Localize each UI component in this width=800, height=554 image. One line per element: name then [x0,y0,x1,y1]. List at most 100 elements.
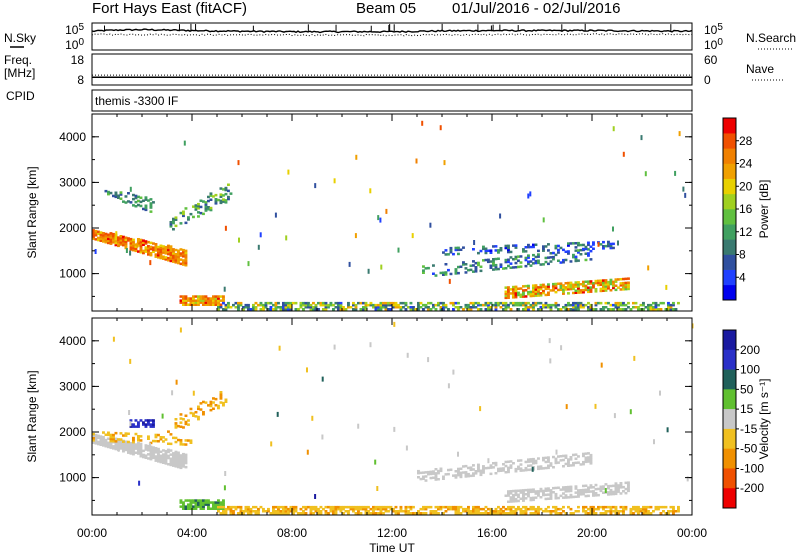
power-cell [507,258,510,261]
velocity-cell [197,501,200,504]
velocity-cell [149,453,153,457]
power-cell [549,308,553,311]
power-cell [179,299,183,302]
velocity-cell [177,459,180,463]
velocity-cell [112,433,115,437]
velocity-cell [262,507,265,511]
power-cell [529,303,533,307]
power-cell [532,243,535,247]
power-cell [204,203,208,206]
power-cell [99,231,103,234]
power-cell [627,285,630,289]
velocity-cell [629,510,633,513]
power-cell [482,259,485,262]
power-cell [447,268,450,272]
power-cell [317,301,320,305]
freq-right-tick-bottom: 0 [704,73,711,87]
power-cell [154,255,158,258]
power-cell [544,256,548,260]
velocity-cell [117,440,120,443]
velocity-cell [332,512,335,515]
velocity-cell [379,510,383,513]
power-cell [347,303,350,307]
power-cell [94,231,98,235]
power-cell [577,243,580,247]
cpid-panel-frame [91,89,693,112]
velocity-cell [549,493,553,496]
power-cell [124,242,128,246]
velocity-cell [212,503,215,506]
power-cell [602,240,605,244]
velocity-cell [114,431,118,435]
velocity-cell [342,512,345,515]
power-cell [269,308,273,311]
velocity-cell [559,494,563,498]
power-cell [504,244,508,248]
velocity-cell [147,437,150,440]
power-cell [629,308,633,311]
velocity-cell [577,510,580,513]
power-cell [473,240,476,245]
power-cell [494,268,498,271]
velocity-cell [324,512,328,515]
power-cell [322,301,325,305]
power-cell [177,251,180,255]
velocity-cell [164,462,168,465]
power-cell [112,241,115,244]
power-cell [387,303,390,307]
power-cell [199,211,203,215]
power-cbar-tick-label: 28 [739,134,753,148]
power-cell [139,249,143,252]
velocity-cell [562,486,565,489]
velocity-cell [529,464,533,467]
velocity-cell [527,464,530,467]
power-cell [537,308,540,311]
velocity-cell [179,454,183,457]
velocity-cell [454,507,458,511]
power-cell [524,303,528,307]
velocity-cell [157,447,160,451]
velocity-cell [429,505,433,509]
power-cell [207,303,210,306]
velocity-cell [564,462,568,466]
velocity-cell [169,442,173,446]
noise-panel-frame [91,22,693,51]
power-cell [529,294,533,298]
power-cell [399,301,403,305]
power-cell [152,246,155,249]
power-cell [409,301,413,305]
velocity-cell [139,442,143,446]
velocity-cell [527,460,530,463]
power-cell [269,306,273,309]
velocity-cell [332,507,335,511]
power-cell [379,306,383,309]
power-cell [602,308,605,311]
velocity-cell [622,490,625,493]
power-cbar-label: Power [dB] [757,180,771,239]
power-colorbar-swatch [723,178,736,195]
velocity-cell [492,466,495,469]
power-cell [547,293,550,296]
power-cell [624,303,628,307]
velocity-cell [139,455,143,458]
power-cell [504,292,508,295]
velocity-cell [287,512,290,515]
power-cell [552,303,555,307]
velocity-cell [172,454,175,457]
velocity-cell [492,462,495,465]
power-cell [104,238,108,242]
velocity-cell [282,505,285,509]
velocity-cell [369,512,373,515]
velocity-cell [362,507,365,511]
power-cell [577,289,580,292]
velocity-cell [502,505,505,509]
velocity-cell [314,505,318,509]
velocity-cell [169,461,173,465]
power-cell [567,303,570,307]
velocity-cell [557,461,560,464]
power-cell [97,232,100,236]
power-cell [614,301,618,305]
power-cell [139,238,143,242]
power-cell [519,295,523,298]
velocity-cell [489,464,493,467]
